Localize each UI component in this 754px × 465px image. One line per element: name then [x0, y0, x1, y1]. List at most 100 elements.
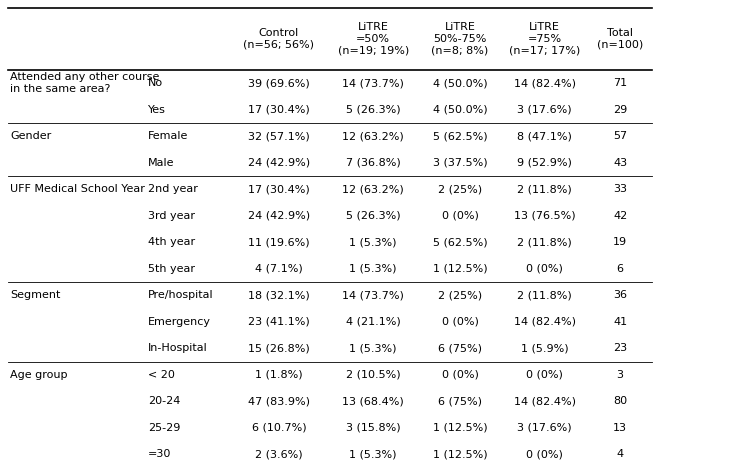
- Text: 13 (76.5%): 13 (76.5%): [514, 211, 575, 221]
- Text: 43: 43: [613, 158, 627, 168]
- Text: 0 (0%): 0 (0%): [442, 317, 478, 327]
- Text: 0 (0%): 0 (0%): [526, 264, 563, 274]
- Text: 3 (37.5%): 3 (37.5%): [433, 158, 487, 168]
- Text: 2 (11.8%): 2 (11.8%): [517, 237, 572, 247]
- Text: 14 (82.4%): 14 (82.4%): [513, 78, 576, 88]
- Text: 2 (25%): 2 (25%): [438, 184, 482, 194]
- Text: UFF Medical School Year: UFF Medical School Year: [10, 184, 145, 194]
- Text: 2nd year: 2nd year: [149, 184, 198, 194]
- Text: Female: Female: [149, 131, 188, 141]
- Text: 5th year: 5th year: [149, 264, 195, 274]
- Text: 20-24: 20-24: [149, 396, 181, 406]
- Text: 17 (30.4%): 17 (30.4%): [248, 184, 310, 194]
- Text: 2 (10.5%): 2 (10.5%): [346, 370, 400, 380]
- Text: 1 (1.8%): 1 (1.8%): [255, 370, 303, 380]
- Text: 6: 6: [617, 264, 624, 274]
- Text: 24 (42.9%): 24 (42.9%): [248, 158, 310, 168]
- Text: 1 (5.3%): 1 (5.3%): [350, 264, 397, 274]
- Text: 13: 13: [613, 423, 627, 433]
- Text: 42: 42: [613, 211, 627, 221]
- Text: 5 (62.5%): 5 (62.5%): [433, 131, 487, 141]
- Text: Attended any other course
in the same area?: Attended any other course in the same ar…: [10, 73, 159, 94]
- Text: 25-29: 25-29: [149, 423, 181, 433]
- Text: 0 (0%): 0 (0%): [526, 449, 563, 459]
- Text: 18 (32.1%): 18 (32.1%): [248, 290, 310, 300]
- Text: 1 (12.5%): 1 (12.5%): [433, 264, 487, 274]
- Text: LiTRE
50%-75%
(n=8; 8%): LiTRE 50%-75% (n=8; 8%): [431, 22, 489, 56]
- Text: Male: Male: [149, 158, 175, 168]
- Text: 2 (11.8%): 2 (11.8%): [517, 290, 572, 300]
- Text: No: No: [149, 78, 164, 88]
- Text: 4th year: 4th year: [149, 237, 195, 247]
- Text: 36: 36: [613, 290, 627, 300]
- Text: Yes: Yes: [149, 105, 166, 115]
- Text: 5 (62.5%): 5 (62.5%): [433, 237, 487, 247]
- Text: 32 (57.1%): 32 (57.1%): [248, 131, 310, 141]
- Text: 29: 29: [613, 105, 627, 115]
- Text: 0 (0%): 0 (0%): [442, 370, 478, 380]
- Text: 33: 33: [613, 184, 627, 194]
- Text: 3 (17.6%): 3 (17.6%): [517, 423, 572, 433]
- Text: 12 (63.2%): 12 (63.2%): [342, 131, 404, 141]
- Text: 24 (42.9%): 24 (42.9%): [248, 211, 310, 221]
- Text: 1 (5.3%): 1 (5.3%): [350, 343, 397, 353]
- Text: 3 (17.6%): 3 (17.6%): [517, 105, 572, 115]
- Text: 15 (26.8%): 15 (26.8%): [248, 343, 310, 353]
- Text: 4 (7.1%): 4 (7.1%): [255, 264, 303, 274]
- Text: 5 (26.3%): 5 (26.3%): [346, 211, 400, 221]
- Text: 57: 57: [613, 131, 627, 141]
- Text: 47 (83.9%): 47 (83.9%): [248, 396, 310, 406]
- Text: 14 (82.4%): 14 (82.4%): [513, 317, 576, 327]
- Text: 12 (63.2%): 12 (63.2%): [342, 184, 404, 194]
- Text: 3: 3: [617, 370, 624, 380]
- Text: 7 (36.8%): 7 (36.8%): [346, 158, 400, 168]
- Text: 13 (68.4%): 13 (68.4%): [342, 396, 404, 406]
- Text: Total
(n=100): Total (n=100): [597, 28, 643, 50]
- Text: 5 (26.3%): 5 (26.3%): [346, 105, 400, 115]
- Text: 71: 71: [613, 78, 627, 88]
- Text: LiTRE
=75%
(n=17; 17%): LiTRE =75% (n=17; 17%): [509, 22, 581, 56]
- Text: 23: 23: [613, 343, 627, 353]
- Text: 1 (5.9%): 1 (5.9%): [521, 343, 569, 353]
- Text: 19: 19: [613, 237, 627, 247]
- Text: 23 (41.1%): 23 (41.1%): [248, 317, 310, 327]
- Text: 4 (50.0%): 4 (50.0%): [433, 78, 487, 88]
- Text: 41: 41: [613, 317, 627, 327]
- Text: 1 (12.5%): 1 (12.5%): [433, 423, 487, 433]
- Text: 1 (5.3%): 1 (5.3%): [350, 237, 397, 247]
- Text: =30: =30: [149, 449, 172, 459]
- Text: 3 (15.8%): 3 (15.8%): [346, 423, 400, 433]
- Text: Pre/hospital: Pre/hospital: [149, 290, 214, 300]
- Text: Emergency: Emergency: [149, 317, 211, 327]
- Text: 2 (3.6%): 2 (3.6%): [255, 449, 303, 459]
- Text: LiTRE
=50%
(n=19; 19%): LiTRE =50% (n=19; 19%): [338, 22, 409, 56]
- Text: 2 (25%): 2 (25%): [438, 290, 482, 300]
- Text: 4: 4: [617, 449, 624, 459]
- Text: 1 (12.5%): 1 (12.5%): [433, 449, 487, 459]
- Text: 11 (19.6%): 11 (19.6%): [248, 237, 310, 247]
- Text: 2 (11.8%): 2 (11.8%): [517, 184, 572, 194]
- Text: 8 (47.1%): 8 (47.1%): [517, 131, 572, 141]
- Text: 1 (5.3%): 1 (5.3%): [350, 449, 397, 459]
- Text: Age group: Age group: [10, 370, 68, 380]
- Text: 4 (50.0%): 4 (50.0%): [433, 105, 487, 115]
- Text: 6 (10.7%): 6 (10.7%): [252, 423, 306, 433]
- Text: 14 (82.4%): 14 (82.4%): [513, 396, 576, 406]
- Text: < 20: < 20: [149, 370, 175, 380]
- Text: 6 (75%): 6 (75%): [438, 343, 482, 353]
- Text: 6 (75%): 6 (75%): [438, 396, 482, 406]
- Text: 9 (52.9%): 9 (52.9%): [517, 158, 572, 168]
- Text: Control
(n=56; 56%): Control (n=56; 56%): [244, 28, 314, 50]
- Text: 14 (73.7%): 14 (73.7%): [342, 78, 404, 88]
- Text: Gender: Gender: [10, 131, 51, 141]
- Text: 17 (30.4%): 17 (30.4%): [248, 105, 310, 115]
- Text: Segment: Segment: [10, 290, 60, 300]
- Text: 3rd year: 3rd year: [149, 211, 195, 221]
- Text: 14 (73.7%): 14 (73.7%): [342, 290, 404, 300]
- Text: 0 (0%): 0 (0%): [442, 211, 478, 221]
- Text: 80: 80: [613, 396, 627, 406]
- Text: 4 (21.1%): 4 (21.1%): [346, 317, 400, 327]
- Text: 39 (69.6%): 39 (69.6%): [248, 78, 310, 88]
- Text: 0 (0%): 0 (0%): [526, 370, 563, 380]
- Text: In-Hospital: In-Hospital: [149, 343, 208, 353]
